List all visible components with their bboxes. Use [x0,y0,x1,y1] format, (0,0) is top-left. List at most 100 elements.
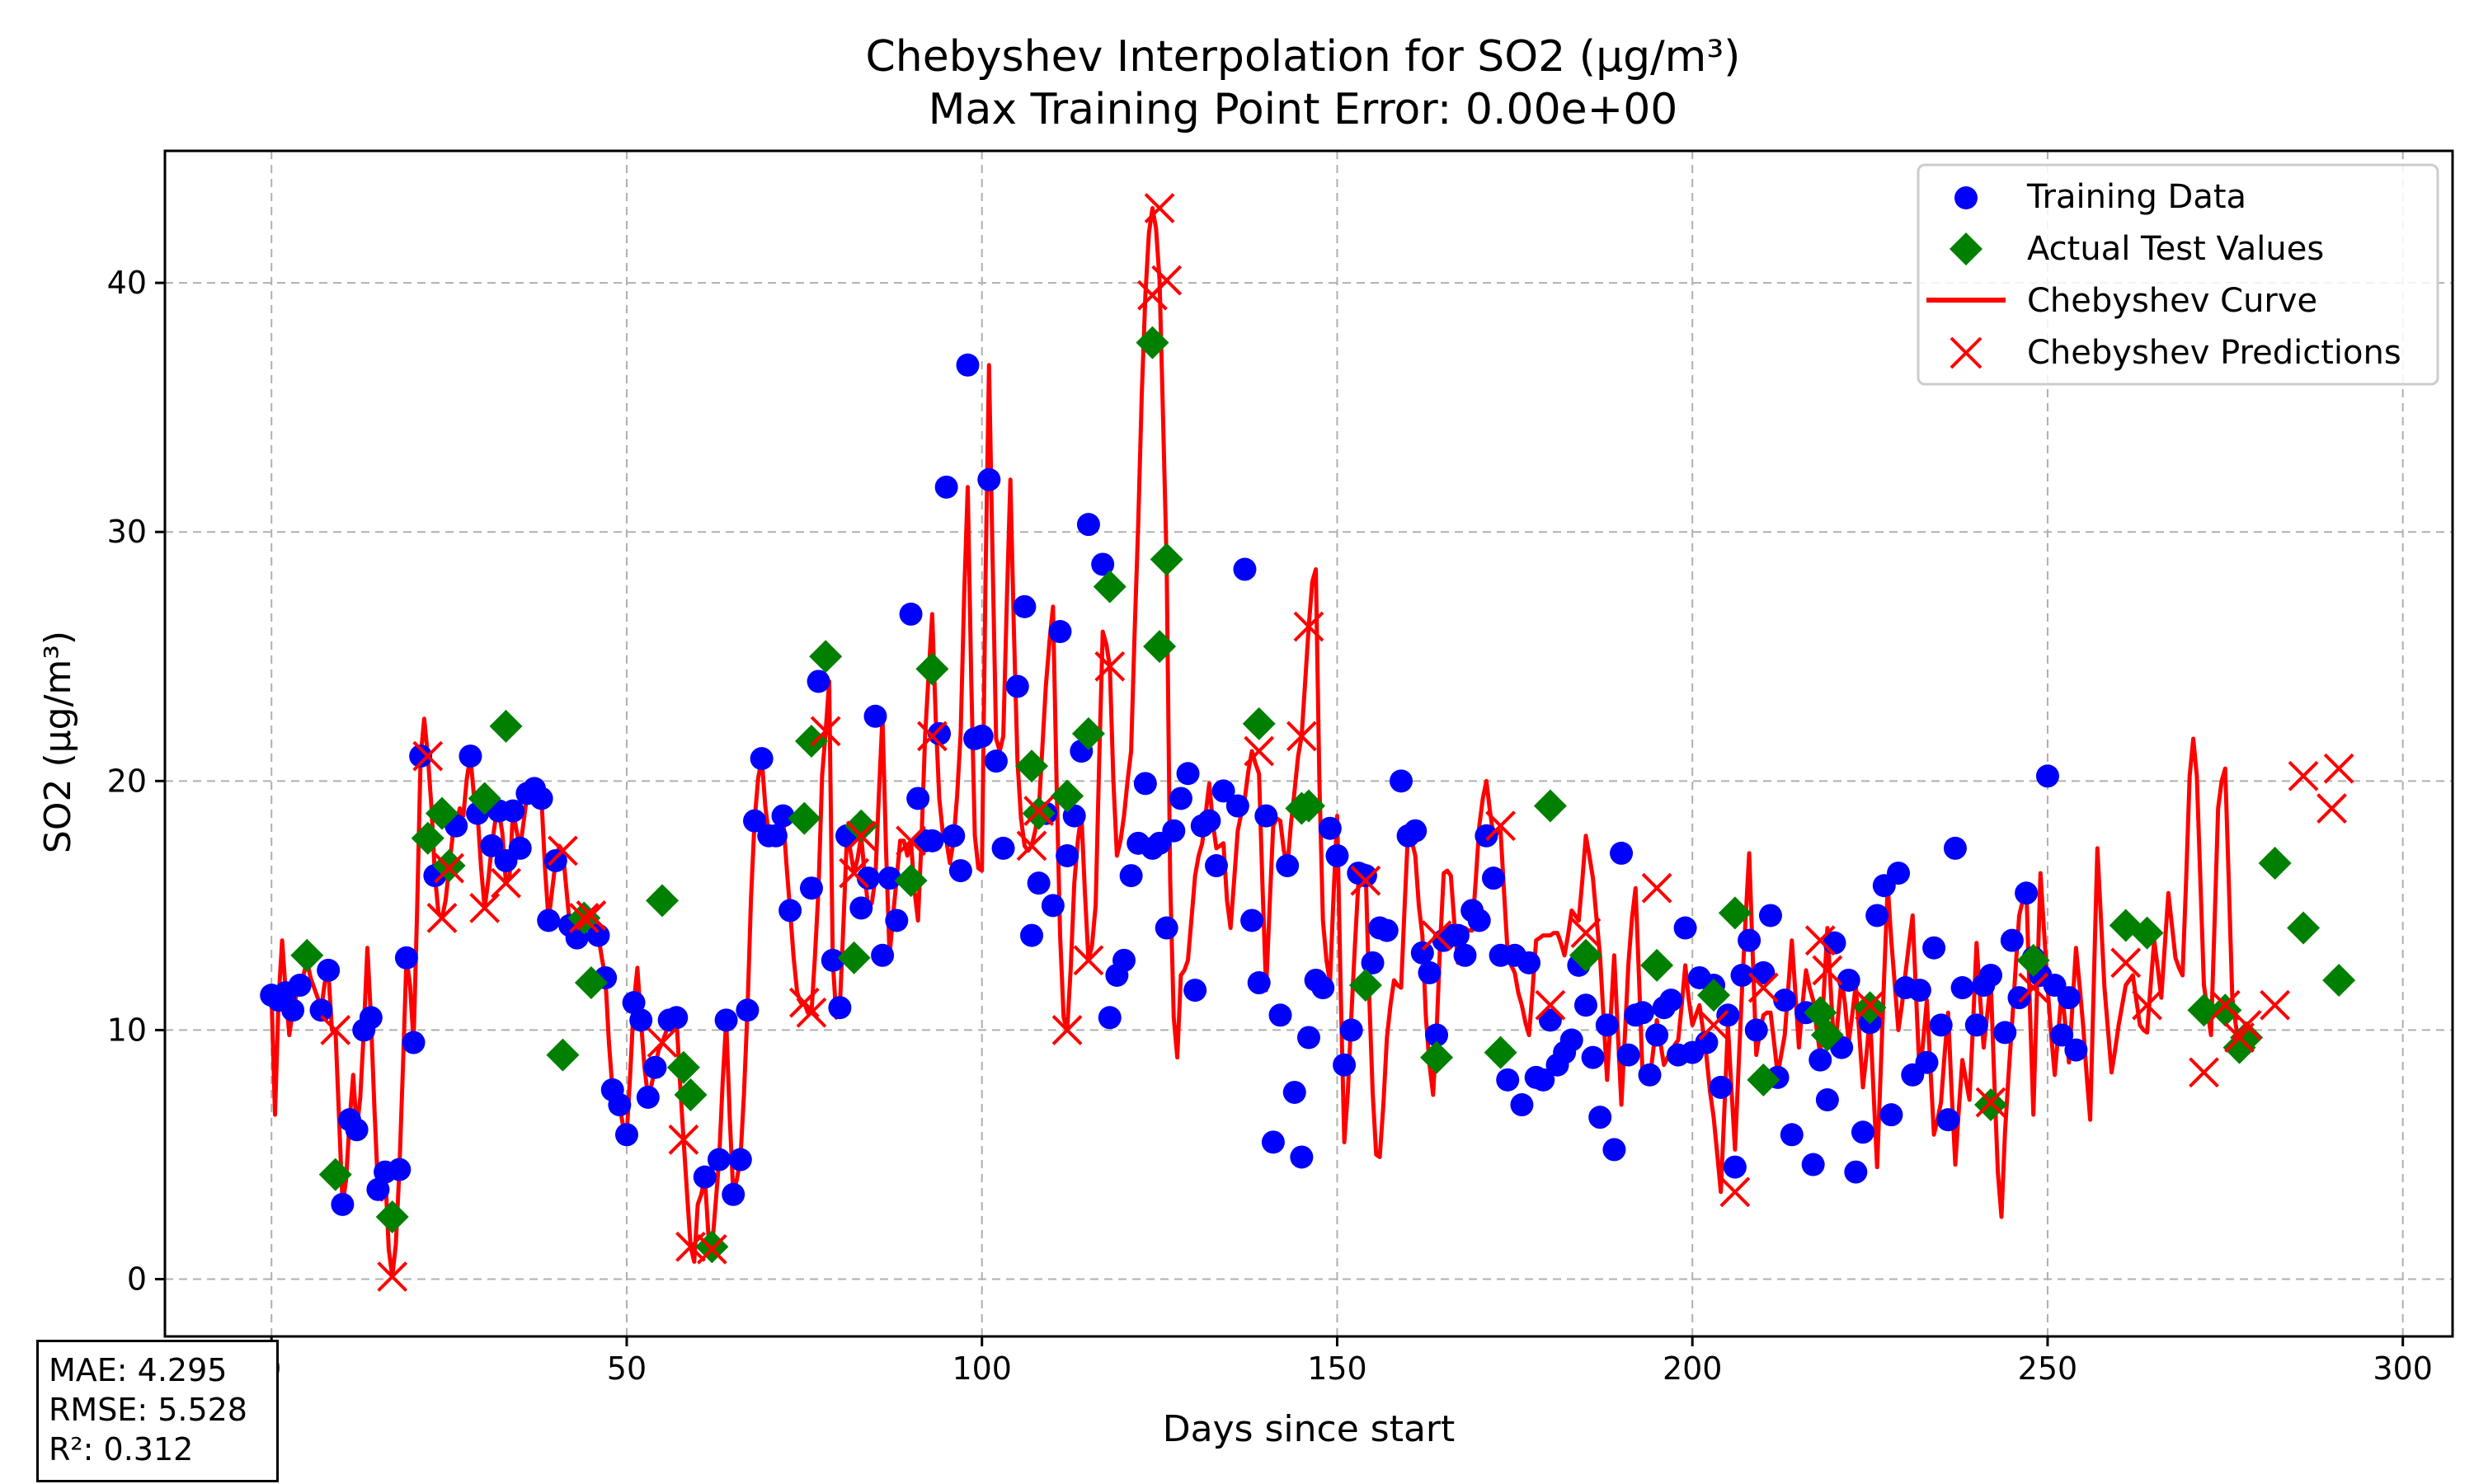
x-tick-label: 100 [952,1350,1012,1387]
mae-text: MAE: 4.295 [49,1352,228,1388]
prediction-point [1698,1009,1729,1040]
training-point [1630,1001,1654,1025]
training-point [1404,819,1427,843]
training-point [956,353,980,377]
training-point [1964,1013,1988,1037]
training-point [906,787,930,810]
legend-box [1917,163,2439,386]
test-point [1484,1036,1517,1069]
training-point [402,1031,426,1054]
prediction-point [426,903,458,933]
training-point [728,1148,752,1172]
training-point [1730,963,1754,987]
training-point [707,1148,731,1172]
training-point [331,1192,355,1216]
test-point [1747,1063,1780,1097]
training-point [1333,1053,1357,1077]
prediction-point [2018,972,2049,1003]
legend-predictions-label: Chebyshev Predictions [2027,334,2401,372]
training-point [1588,1106,1612,1129]
training-point [1851,1120,1874,1144]
training-point [1318,816,1342,840]
test-point [411,821,444,855]
r2-text: R²: 0.312 [49,1431,194,1468]
training-point [920,829,944,852]
test-point [1015,749,1049,783]
training-point [1297,1026,1320,1050]
test-point [1143,630,1177,664]
prediction-point [1570,918,1602,949]
prediction-point [1485,810,1517,842]
training-point [1531,1068,1555,1092]
test-point [894,864,928,898]
legend-training-marker [1954,186,1978,209]
training-point [1361,951,1385,974]
training-point [1155,916,1178,940]
test-point [375,1200,409,1233]
training-point [2015,881,2039,905]
prediction-point [1350,865,1381,896]
training-point [1616,1043,1640,1067]
prediction-point [491,867,521,899]
training-point [1133,772,1157,796]
training-point [1638,1063,1662,1087]
training-point [1353,864,1377,888]
training-point [1879,1103,1903,1127]
legend-curve-label: Chebyshev Curve [2027,282,2317,320]
prediction-point [916,721,948,752]
training-point [537,909,561,932]
training-point [1907,979,1931,1003]
x-tick-label: 300 [2373,1350,2433,1387]
y-tick-label: 40 [107,265,147,301]
prediction-point [2323,753,2354,784]
training-point [1211,779,1235,803]
prediction-point [1244,735,1275,767]
training-point [1076,513,1100,537]
training-point [366,1177,390,1201]
prediction-point [434,852,465,884]
test-point [1051,779,1084,813]
test-point [432,849,466,883]
training-point [2035,764,2059,788]
training-point [1225,794,1249,818]
test-point [546,1038,580,1072]
legend: Training Data Actual Test Values Chebysh… [1917,163,2439,386]
training-point [984,749,1008,773]
test-point [2287,911,2321,945]
training-point [1610,841,1634,865]
prediction-point [896,825,926,857]
prediction-point [696,1233,727,1265]
test-point [1640,948,1674,982]
training-point [1943,836,1967,860]
training-point [1815,1088,1839,1112]
test-point [2258,847,2292,881]
training-point [1247,971,1271,995]
training-point [821,948,844,972]
training-point [1922,936,1946,960]
test-point [666,1050,700,1084]
test-point [1718,896,1752,930]
training-point [1119,864,1143,888]
training-point [1410,941,1434,965]
prediction-point [2260,989,2291,1021]
training-point [942,824,966,848]
test-point [318,1158,352,1191]
legend-training-label: Training Data [2026,178,2246,216]
test-point [1569,938,1602,972]
training-point [1425,1023,1449,1047]
training-point [1559,1028,1583,1052]
x-tick-label: 200 [1663,1350,1723,1387]
plot-frame [163,149,2454,1338]
training-point [863,704,887,728]
training-point [1176,762,1200,786]
training-point [643,1055,667,1079]
y-axis-ticks: 0 10 20 30 40 [107,265,165,1298]
prediction-point [1535,989,1566,1021]
training-point [1290,1145,1314,1169]
training-point [2007,986,2031,1010]
test-points [290,326,2356,1264]
training-point [991,836,1015,860]
prediction-point [2110,947,2142,979]
